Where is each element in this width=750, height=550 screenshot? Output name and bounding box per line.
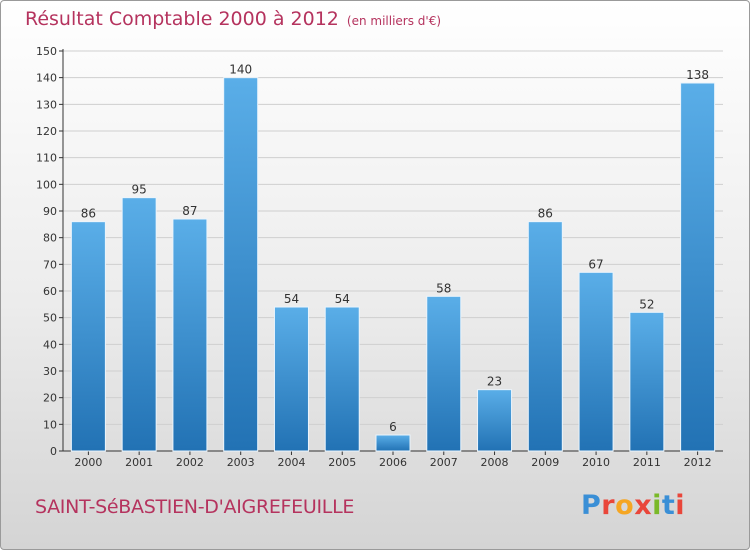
x-tick-label-2011: 2011 [633,456,661,469]
y-tick-label: 90 [43,205,57,218]
commune-name: SAINT-SéBASTIEN-D'AIGREFEUILLE [35,496,355,518]
logo-letter: x [634,490,653,521]
logo-letter: i [675,490,686,521]
logo-letter: t [661,490,676,521]
y-tick-label: 30 [43,365,57,378]
data-label-2005: 54 [335,292,350,306]
data-label-2004: 54 [284,292,299,306]
x-tick-label-2008: 2008 [481,456,509,469]
bar-2008 [477,389,513,452]
data-label-2012: 138 [686,68,709,82]
y-tick-label: 130 [36,98,57,111]
data-label-2010: 67 [588,257,603,271]
y-tick-label: 110 [36,152,57,165]
bar-2000 [70,221,106,452]
bar-2009 [527,221,563,452]
bar-2003 [223,77,259,452]
y-tick-label: 50 [43,312,57,325]
x-tick-label-2000: 2000 [74,456,102,469]
axes [59,49,723,455]
y-tick-label: 10 [43,418,57,431]
proxiti-logo[interactable]: Proxiti [581,490,685,521]
logo-letter: P [581,490,602,521]
x-tick-label-2001: 2001 [125,456,153,469]
data-label-2000: 86 [81,207,96,221]
chart-title: Résultat Comptable 2000 à 2012 (en millie… [25,8,441,30]
x-tick-label-2003: 2003 [227,456,255,469]
bar-2004 [273,306,309,452]
x-tick-label-2005: 2005 [328,456,356,469]
data-label-2008: 23 [487,375,502,389]
y-tick-label: 40 [43,338,57,351]
data-label-2006: 6 [389,420,397,434]
y-tick-label: 60 [43,285,57,298]
logo-letter: i [652,490,662,521]
data-label-2002: 87 [182,204,197,218]
x-tick-label-2012: 2012 [684,456,712,469]
y-tick-label: 100 [36,178,57,191]
y-tick-label: 70 [43,258,57,271]
data-label-2007: 58 [436,281,451,295]
chart-unit: (en milliers d'€) [346,14,442,28]
y-tick-label: 80 [43,232,57,245]
bar-2010 [578,271,614,452]
x-tick-label-2002: 2002 [176,456,204,469]
logo-letter: o [615,490,635,521]
bar-2005 [324,306,360,452]
x-tick-label-2010: 2010 [582,456,610,469]
labels: 0 10 20 30 40 50 60 70 80 90 100 110 120 130 140 150 86 2… [36,45,712,469]
data-label-2009: 86 [538,207,553,221]
data-label-2001: 95 [132,183,147,197]
bar-2006 [375,434,411,452]
chart-title-text: Résultat Comptable 2000 à 2012 [25,8,339,30]
x-tick-label-2009: 2009 [531,456,559,469]
bars [70,77,716,452]
y-tick-label: 20 [43,392,57,405]
y-tick-label: 140 [36,72,57,85]
x-tick-label-2004: 2004 [277,456,305,469]
grid-lines [63,50,723,425]
bar-2007 [426,295,462,452]
data-label-2011: 52 [639,297,654,311]
bar-2012 [680,82,716,452]
logo-letter: r [601,490,616,521]
bar-2002 [172,218,208,452]
bar-2011 [629,311,665,452]
bar-2001 [121,197,157,452]
y-tick-label: 0 [50,445,57,458]
x-tick-label-2006: 2006 [379,456,407,469]
x-tick-label-2007: 2007 [430,456,458,469]
data-label-2003: 140 [229,63,252,77]
y-tick-label: 120 [36,125,57,138]
y-tick-label: 150 [36,45,57,58]
